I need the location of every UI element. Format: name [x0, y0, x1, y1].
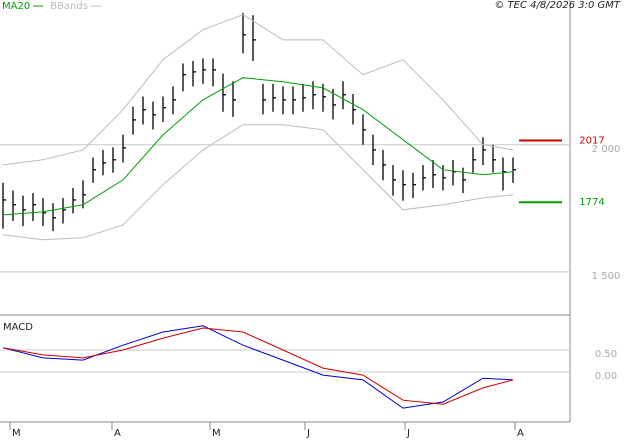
y-tick-label: 2 000 — [592, 144, 621, 155]
x-tick-label: M — [12, 428, 21, 439]
x-tick-label: M — [212, 428, 221, 439]
macd-line — [2, 327, 514, 405]
x-tick-label: A — [517, 428, 524, 439]
band-lower — [2, 124, 514, 241]
moving-average — [2, 77, 514, 216]
y-tick-label: 0.50 — [595, 349, 617, 360]
legend-label: BBands — [50, 1, 88, 12]
macd-line — [2, 325, 514, 409]
level-label: 1774 — [579, 197, 604, 208]
y-tick-label: 0.00 — [595, 371, 617, 382]
x-tick-label: J — [306, 428, 310, 439]
y-tick-label: 1 500 — [592, 271, 621, 282]
x-tick-label: J — [406, 428, 410, 439]
panel-title: MACD — [3, 322, 33, 333]
level-label: 2017 — [579, 135, 604, 146]
x-tick-label: A — [114, 428, 121, 439]
legend-label: MA20 — [2, 1, 30, 12]
credit: © TEC 4/8/2026 3:0 GMT — [494, 0, 621, 11]
band-upper — [2, 14, 514, 166]
